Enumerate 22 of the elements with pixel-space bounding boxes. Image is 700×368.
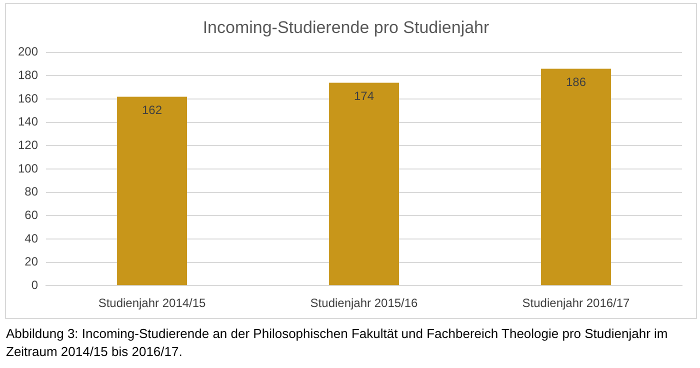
y-tick-label: 20 [24,254,38,269]
bar [117,96,187,286]
y-tick-label: 200 [18,44,38,59]
y-tick-label: 60 [24,208,38,222]
x-tick-label: Studienjahr 2016/17 [522,296,630,310]
x-tick-label: Studienjahr 2015/16 [310,296,418,310]
data-label: 186 [566,75,586,90]
data-label: 162 [142,103,162,118]
y-tick-label: 0 [31,278,38,292]
bar [541,68,611,286]
bar [329,82,399,286]
y-tick-label: 140 [18,114,38,129]
y-tick-label: 120 [18,138,38,152]
y-tick-label: 40 [24,231,38,246]
chart-title: Incoming-Studierende pro Studienjahr [202,18,490,37]
x-tick-label: Studienjahr 2014/15 [98,296,206,310]
y-tick-label: 160 [18,91,38,106]
y-tick-label: 100 [18,161,38,176]
y-tick-label: 80 [24,184,38,199]
data-label: 174 [354,89,374,104]
y-tick-label: 180 [18,68,38,82]
text: Abbildung 3: Incoming-Studierende an der Philosophischen Fakultät und Fachbereich Theologie pro Studienjahr im Zeitraum 2014/15 bis 2016/17. [6,325,669,361]
